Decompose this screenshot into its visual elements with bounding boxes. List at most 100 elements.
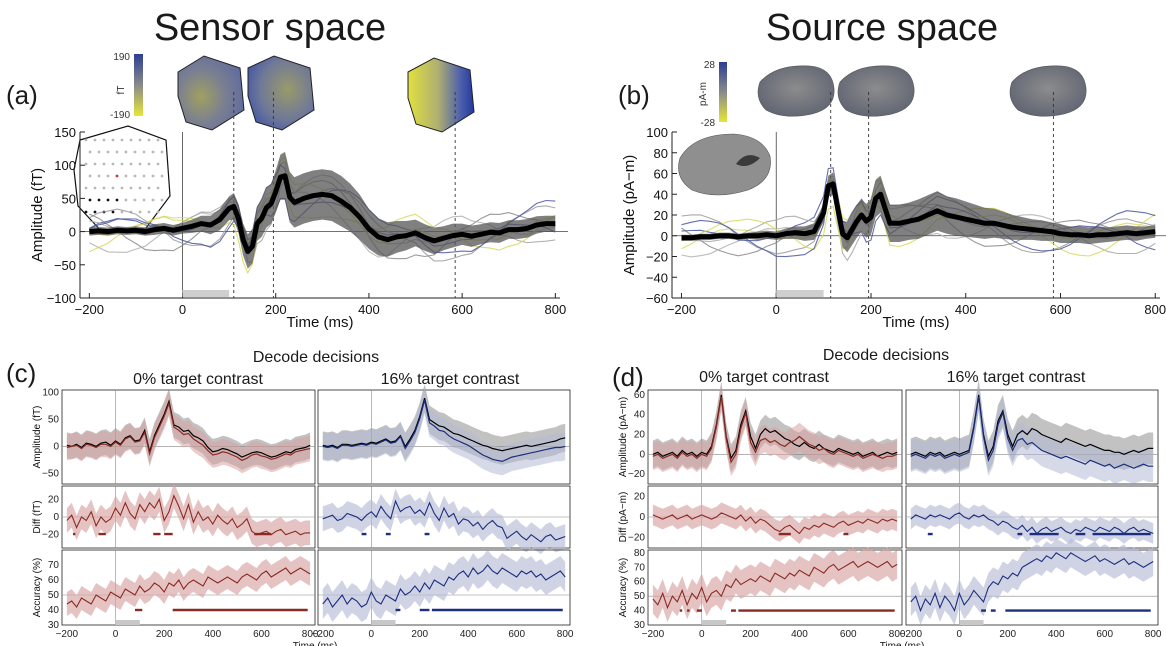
decode-title-d: Decode decisions xyxy=(823,347,949,364)
band-colored xyxy=(652,383,898,477)
sensor-dot xyxy=(115,198,119,202)
y-tick-label: 60 xyxy=(48,575,60,586)
x-tick-label: −200 xyxy=(56,629,79,640)
subplot-frame xyxy=(647,389,903,485)
y-tick-label: 50 xyxy=(48,590,60,601)
sensor-dot xyxy=(151,150,155,154)
y-tick-label: 30 xyxy=(48,620,60,631)
sensor-dot xyxy=(156,138,160,142)
y-tick-label: −20 xyxy=(628,533,645,544)
y-tick-label: 50 xyxy=(62,191,76,206)
sensor-dot xyxy=(120,162,124,166)
sensor-dot xyxy=(84,210,88,214)
x-tick-label: 400 xyxy=(791,629,808,640)
sensor-dot xyxy=(129,186,133,190)
sensor-dot xyxy=(147,138,151,142)
x-tick-label: 400 xyxy=(955,302,977,317)
accuracy-band xyxy=(910,538,1154,625)
contrast-16-title-d: 16% target contrast xyxy=(947,369,1086,386)
stimulus-bar xyxy=(115,620,140,625)
sensor-dot xyxy=(138,162,142,166)
colorbar-a-bottom: -190 xyxy=(110,110,130,121)
colorbar-b xyxy=(719,62,727,122)
y-tick-label: 0 xyxy=(53,512,59,523)
sensor-dot xyxy=(142,150,146,154)
sensor-dot xyxy=(120,138,124,142)
accuracy-trace xyxy=(66,567,311,608)
diff-band xyxy=(66,483,311,548)
x-axis-label: Time (ms) xyxy=(880,641,925,646)
brain-medial-detail xyxy=(736,155,760,166)
accuracy-band xyxy=(652,547,898,623)
sensor-dot xyxy=(129,162,133,166)
sensor-dot xyxy=(106,150,110,154)
x-tick-label: 200 xyxy=(999,629,1016,640)
row-label: Diff (pA−m) xyxy=(618,492,629,543)
row-label: Amplitude (fT) xyxy=(32,406,43,469)
sensor-dot xyxy=(93,210,97,214)
subplot-frame xyxy=(61,549,316,626)
y-tick-label: −20 xyxy=(42,530,59,541)
stimulus-bar xyxy=(371,620,396,625)
sensor-dot xyxy=(120,210,124,214)
trace-colored xyxy=(66,401,311,462)
panel-label-d: (d) xyxy=(612,362,644,392)
row-label: Amplitude (pA−m) xyxy=(618,397,629,477)
accuracy-band xyxy=(66,556,311,619)
y-tick-label: −40 xyxy=(646,270,668,285)
y-tick-label: −50 xyxy=(54,258,76,273)
x-tick-label: 800 xyxy=(1145,629,1162,640)
sensor-dot xyxy=(124,174,128,178)
stimulus-bar xyxy=(182,290,230,297)
subplot-frame xyxy=(317,389,571,485)
subplot-frame xyxy=(905,389,1159,485)
y-tick-label: 50 xyxy=(634,591,646,602)
sensor-dot xyxy=(147,186,151,190)
y-tick-label: 70 xyxy=(634,562,646,573)
y-tick-label: 0 xyxy=(53,441,59,452)
x-tick-label: −200 xyxy=(667,302,696,317)
sensor-dot xyxy=(138,138,142,142)
trace-black xyxy=(322,397,566,452)
sensor-dot xyxy=(88,198,92,202)
y-tick-label: 60 xyxy=(654,167,668,182)
y-tick-label: 0 xyxy=(69,225,76,240)
subplot-frame xyxy=(647,549,903,626)
trace-colored xyxy=(322,400,566,463)
x-tick-label: 400 xyxy=(460,629,477,640)
y-tick-label: 20 xyxy=(634,430,646,441)
sensor-dot xyxy=(93,162,97,166)
sensor-dot xyxy=(151,174,155,178)
y-tick-label: 100 xyxy=(646,125,668,140)
accuracy-trace xyxy=(652,560,898,610)
sensor-dots xyxy=(84,138,164,214)
y-tick-label: 40 xyxy=(654,187,668,202)
x-tick-label: 200 xyxy=(742,629,759,640)
accuracy-trace xyxy=(910,552,1154,613)
diff-trace xyxy=(652,512,898,535)
sensor-dot xyxy=(133,174,137,178)
sensor-layout-inset xyxy=(73,125,171,235)
trace-black xyxy=(66,399,311,458)
panel-label-c: (c) xyxy=(6,358,36,388)
stimulus-bar xyxy=(959,620,984,625)
x-axis-label: Time (ms) xyxy=(883,314,950,331)
y-tick-label: 20 xyxy=(634,491,646,502)
sensor-dot xyxy=(97,198,101,202)
x-tick-label: 0 xyxy=(113,629,119,640)
y-tick-label: 50 xyxy=(48,415,60,426)
trace-colored xyxy=(652,396,898,464)
brain-medial-inset xyxy=(678,133,771,196)
y-tick-label: 80 xyxy=(654,146,668,161)
sensor-dot xyxy=(124,198,128,202)
sensor-dot xyxy=(102,186,106,190)
diff-band xyxy=(322,488,566,555)
sensor-dot xyxy=(133,198,137,202)
y-tick-label: 70 xyxy=(48,560,60,571)
sensor-dot xyxy=(97,174,101,178)
colorbar-b-bottom: -28 xyxy=(701,118,716,129)
y-tick-label: 0 xyxy=(639,512,645,523)
